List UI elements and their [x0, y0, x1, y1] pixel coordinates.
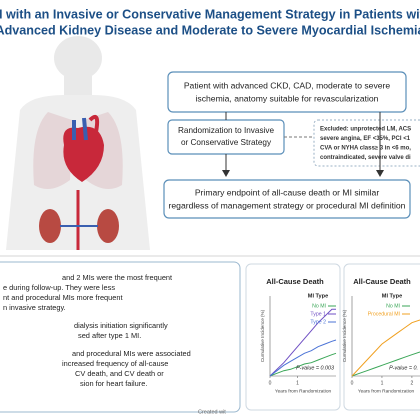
- finding-text: nt and procedural MIs more frequent: [3, 293, 123, 302]
- exclusion-text: CVA or NYHA class≥ 3 in <6 mo,: [320, 146, 411, 152]
- endpoint-box: [163, 179, 411, 219]
- arrow-head: [376, 170, 384, 177]
- chart-panel: [245, 263, 341, 411]
- x-tick-label: 1: [381, 380, 384, 386]
- chart-title: All-Cause Death: [266, 277, 324, 286]
- finding-text: e during follow-up. They were less: [3, 283, 115, 292]
- series-line: [351, 319, 420, 377]
- x-tick-label: 1: [296, 380, 299, 386]
- exclusion-text: severe angina, EF <35%, PCI <1: [320, 136, 411, 142]
- exclusion-box: [313, 119, 420, 167]
- legend-label: Type 2: [310, 319, 326, 325]
- series-line: [269, 308, 336, 377]
- x-tick-label: 0: [351, 380, 354, 386]
- finding-text: increased frequency of all-cause: [62, 359, 168, 368]
- finding-text: dialysis initiation significantly: [74, 321, 168, 330]
- anatomy-illustration: [6, 36, 150, 250]
- title: MI with an Invasive or Conservative Mana…: [0, 7, 420, 21]
- legend-label: Type 1: [310, 311, 326, 317]
- exclusion-text: contraindicated, severe valve di: [320, 155, 411, 161]
- y-axis-label: Cumulative Incidence (%): [342, 309, 347, 362]
- y-axis-label: Cumulative Incidence (%): [260, 309, 265, 362]
- legend-label: Procedural MI: [368, 311, 400, 317]
- finding-text: CV death, and CV death or: [75, 369, 164, 378]
- title: Advanced Kidney Disease and Moderate to …: [0, 23, 420, 37]
- legend-title: MI Type: [308, 293, 328, 299]
- randomization-text: Randomization to Invasive: [178, 126, 274, 135]
- randomization-text: or Conservative Strategy: [181, 138, 272, 147]
- patient-text: ischemia, anatomy suitable for revascula…: [196, 93, 379, 103]
- footer: Created wit: [198, 409, 226, 415]
- series-line: [269, 352, 337, 377]
- finding-text: sion for heart failure.: [80, 379, 147, 388]
- legend-title: MI Type: [382, 293, 402, 299]
- legend-label: No MI: [312, 303, 326, 309]
- exclusion-text: Excluded: unprotected LM, ACS: [320, 127, 411, 133]
- endpoint-text: Primary endpoint of all-cause death or M…: [195, 187, 380, 197]
- x-tick-label: 0: [269, 380, 272, 386]
- chart-title: All-Cause Death: [353, 277, 411, 286]
- x-axis-label: Years from Randomization: [358, 388, 415, 394]
- series-line: [351, 351, 420, 377]
- patient-box: [167, 71, 407, 113]
- legend-label: No MI: [386, 303, 400, 309]
- finding-text: and 2 MIs were the most frequent: [62, 273, 172, 282]
- finding-text: n invasive strategy.: [3, 303, 66, 312]
- endpoint-text: regardless of management strategy or pro…: [169, 200, 406, 210]
- finding-text: and procedural MIs were associated: [72, 349, 191, 358]
- arrow-head: [222, 170, 230, 177]
- annotation: P-value = 0.: [389, 365, 418, 371]
- chart-panel: [343, 263, 420, 411]
- patient-text: Patient with advanced CKD, CAD, moderate…: [184, 80, 391, 90]
- annotation: P-value = 0.003: [296, 365, 334, 371]
- findings-panel: [0, 261, 241, 413]
- finding-text: sed after type 1 MI.: [78, 331, 141, 340]
- series-line: [269, 339, 337, 377]
- randomization-box: [167, 119, 285, 155]
- x-tick-label: 2: [411, 380, 414, 386]
- x-axis-label: Years from Randomization: [275, 388, 332, 394]
